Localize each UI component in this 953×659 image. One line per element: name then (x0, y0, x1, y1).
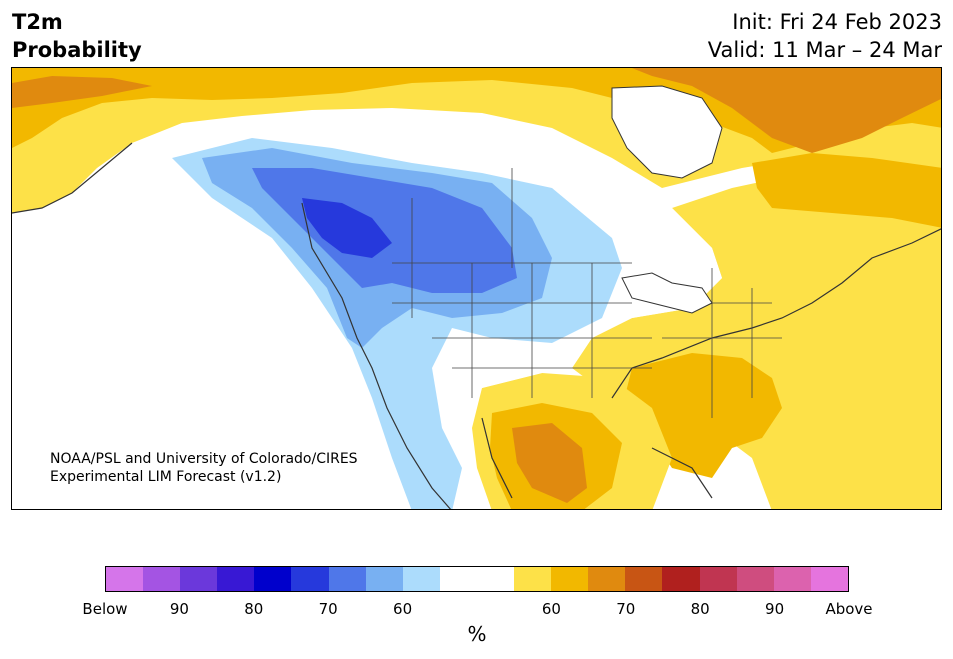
map-credit: NOAA/PSL and University of Colorado/CIRE… (50, 450, 358, 486)
colorbar-tick-label: 60 (541, 600, 561, 618)
colorbar-segment (254, 567, 292, 591)
valid-range: Valid: 11 Mar – 24 Mar (707, 38, 942, 62)
title-line-1: T2m (12, 10, 63, 34)
init-date: Init: Fri 24 Feb 2023 (732, 10, 942, 34)
colorbar-segment (625, 567, 663, 591)
colorbar-tick-label: 70 (616, 600, 636, 618)
above-70-east (752, 153, 941, 228)
coastline-outline (12, 142, 941, 509)
colorbar-tick-label: Below (82, 600, 128, 618)
colorbar-segment (514, 567, 552, 591)
above-80-arctic (632, 68, 941, 153)
probability-colorbar (105, 566, 849, 592)
colorbar-segment (810, 567, 848, 591)
colorbar-segment (662, 567, 700, 591)
credit-line-2: Experimental LIM Forecast (v1.2) (50, 469, 282, 485)
colorbar-unit: % (467, 622, 487, 646)
colorbar-segment (106, 567, 144, 591)
credit-line-1: NOAA/PSL and University of Colorado/CIRE… (50, 451, 358, 467)
colorbar-segment (328, 567, 366, 591)
colorbar-segment (551, 567, 589, 591)
colorbar-segment (773, 567, 811, 591)
colorbar-segment (143, 567, 181, 591)
above-80-alaska (12, 76, 152, 108)
map-title: T2m Probability (12, 8, 142, 64)
colorbar-tick-label: 60 (393, 600, 413, 618)
below-80-west (252, 168, 517, 293)
colorbar-segment (699, 567, 737, 591)
hudson-bay (611, 85, 723, 179)
colorbar-segment (736, 567, 774, 591)
great-lakes (621, 272, 713, 314)
colorbar-tick-label: 70 (318, 600, 338, 618)
colorbar-segment (439, 567, 477, 591)
below-90-core (302, 198, 392, 258)
colorbar-tick-label: 90 (169, 600, 189, 618)
above-80-texas (512, 423, 587, 503)
colorbar-tick-label: 90 (765, 600, 785, 618)
map-canvas (12, 68, 941, 509)
colorbar-segment (217, 567, 255, 591)
colorbar-tick-label: 80 (690, 600, 710, 618)
colorbar-segment (291, 567, 329, 591)
probability-map: NOAA/PSL and University of Colorado/CIRE… (11, 67, 942, 510)
colorbar-tick-label: 80 (244, 600, 264, 618)
colorbar-segment (365, 567, 403, 591)
colorbar-segment (476, 567, 515, 591)
colorbar-tick-label: Above (825, 600, 873, 618)
colorbar-segment (402, 567, 440, 591)
colorbar-segment (180, 567, 218, 591)
title-line-2: Probability (12, 38, 142, 62)
forecast-dates: Init: Fri 24 Feb 2023 Valid: 11 Mar – 24… (708, 8, 942, 64)
colorbar-segment (588, 567, 626, 591)
